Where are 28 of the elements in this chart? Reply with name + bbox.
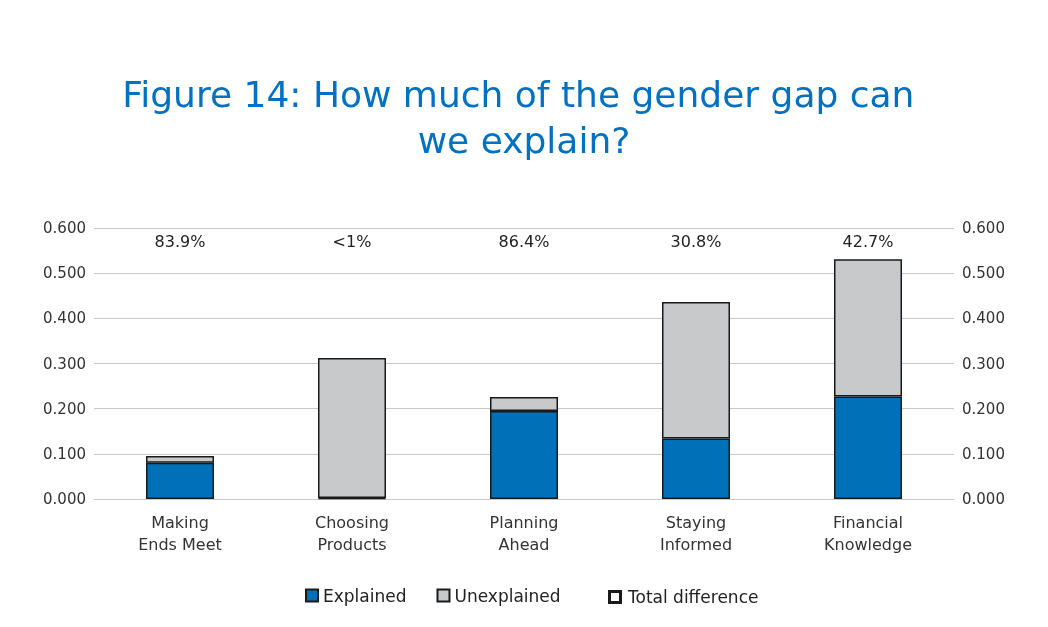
annotation: 86.4% [498,232,550,252]
y2-tick-label: 0.500 [962,264,1005,283]
y-tick-label: 0.500 [43,264,86,283]
x-tick-label: Planning Ahead [489,512,559,554]
x-tick-label: Staying Informed [659,512,733,554]
y-tick-label: 0.200 [43,399,86,418]
y-tick-label: 0.000 [43,490,86,508]
y-tick-label: 0.400 [43,309,86,328]
y2-tick-label: 0.100 [962,444,1005,463]
annotation: 83.9% [154,232,206,252]
x-tick-label: Financial Knowledge [824,512,912,554]
annotation: 42.7% [842,232,894,252]
legend-label: Explained [323,585,407,606]
y2-tick-label: 0.400 [962,309,1005,328]
y-tick-label: 0.600 [43,219,86,237]
chart-title: Figure 14: How much of the gender gap can we explain? [122,73,926,161]
annotation: <1% [332,232,372,252]
y-tick-label: 0.100 [43,444,86,463]
y2-tick-label: 0.200 [962,399,1005,418]
x-tick-label: Making Ends Meet [138,512,222,554]
legend-label: Unexplained [454,585,561,606]
annotation: 30.8% [670,232,722,252]
text: Total difference [628,587,759,607]
x-tick-label: Choosing Products [315,512,389,554]
y-tick-label: 0.300 [43,354,86,373]
y2-tick-label: 0.600 [962,219,1005,237]
y2-tick-label: 0.000 [962,490,1005,508]
y2-tick-label: 0.300 [962,354,1005,373]
